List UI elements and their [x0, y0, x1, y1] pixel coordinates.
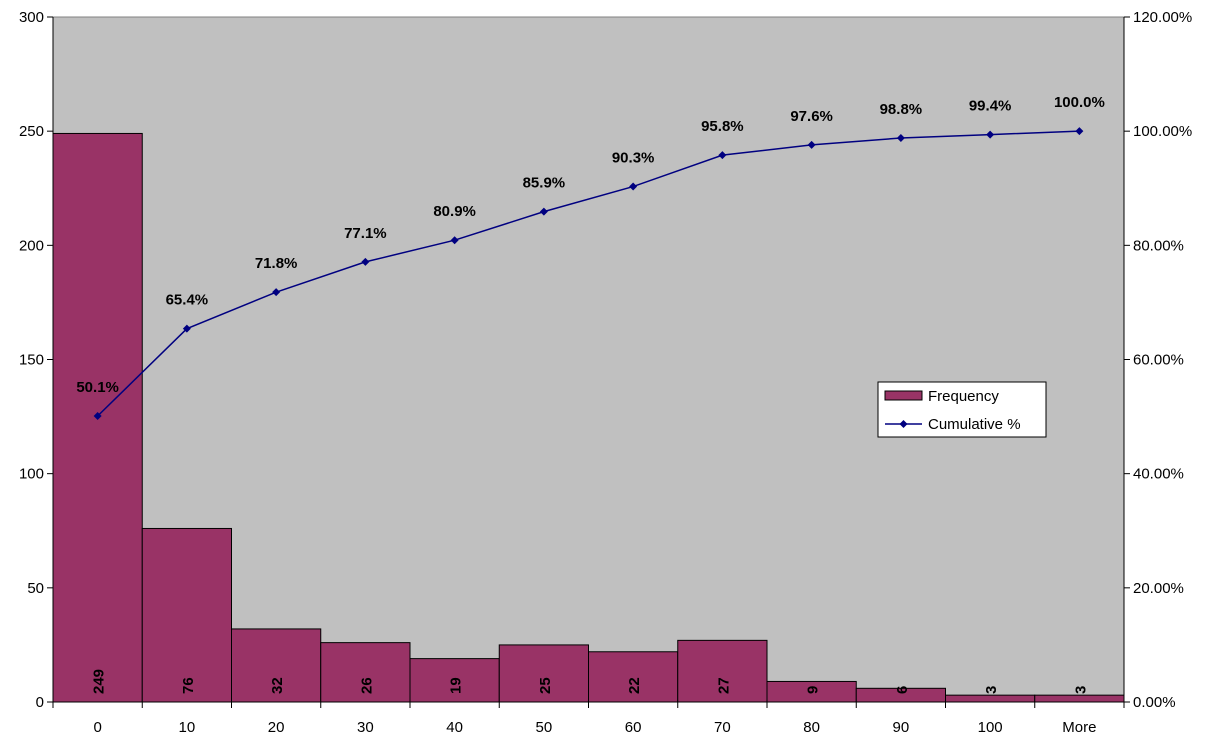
- cumulative-point: [718, 151, 727, 160]
- cumulative-point: [450, 236, 459, 245]
- cumulative-label: 71.8%: [255, 255, 298, 272]
- frequency-bar-label: 3: [1072, 686, 1089, 694]
- cumulative-point: [182, 324, 191, 333]
- legend-frequency-label: Frequency: [928, 388, 999, 405]
- x-axis-tick-label: 20: [268, 719, 285, 736]
- frequency-bar-label: 3: [983, 686, 1000, 694]
- frequency-bar-label: 26: [358, 677, 375, 694]
- right-axis-tick-label: 100.00%: [1133, 123, 1192, 140]
- cumulative-label: 100.0%: [1054, 94, 1105, 111]
- frequency-bar-label: 32: [269, 677, 286, 694]
- cumulative-point: [807, 140, 816, 149]
- frequency-bar-label: 19: [448, 677, 465, 694]
- x-axis-tick-label: 10: [179, 719, 196, 736]
- right-axis-tick-label: 40.00%: [1133, 466, 1184, 483]
- frequency-bar-label: 27: [715, 677, 732, 694]
- cumulative-point: [93, 412, 102, 421]
- cumulative-label: 50.1%: [76, 379, 119, 396]
- cumulative-label: 65.4%: [166, 292, 209, 309]
- legend: Frequency Cumulative %: [877, 381, 1047, 438]
- frequency-bar-label: 76: [180, 677, 197, 694]
- frequency-bar: [141, 527, 232, 703]
- frequency-bar: [1034, 694, 1125, 703]
- x-axis-tick-label: 80: [803, 719, 820, 736]
- cumulative-point: [361, 257, 370, 266]
- left-axis-tick-label: 0: [36, 694, 44, 711]
- cumulative-label: 80.9%: [433, 203, 476, 220]
- right-axis-tick-label: 60.00%: [1133, 352, 1184, 369]
- x-axis-tick-label: 30: [357, 719, 374, 736]
- cumulative-point: [986, 130, 995, 139]
- cumulative-label: 77.1%: [344, 225, 387, 242]
- left-axis-tick-label: 50: [27, 580, 44, 597]
- cumulative-point: [539, 207, 548, 216]
- frequency-bar-label: 25: [537, 677, 554, 694]
- cumulative-label: 99.4%: [969, 98, 1012, 115]
- legend-cumulative-label: Cumulative %: [928, 416, 1021, 433]
- frequency-bar: [588, 651, 679, 703]
- legend-cumulative-marker: [899, 420, 908, 428]
- x-axis-tick-label: 60: [625, 719, 642, 736]
- right-axis-tick-label: 80.00%: [1133, 237, 1184, 254]
- left-axis-tick-label: 150: [19, 352, 44, 369]
- x-axis-tick-label: 40: [446, 719, 463, 736]
- cumulative-point: [629, 182, 638, 191]
- x-axis-tick-label: 100: [978, 719, 1003, 736]
- cumulative-point: [1075, 127, 1084, 136]
- left-axis-tick-label: 100: [19, 466, 44, 483]
- frequency-bar-label: 9: [805, 686, 822, 694]
- frequency-bar-label: 6: [894, 686, 911, 694]
- x-axis-tick-label: 70: [714, 719, 731, 736]
- cumulative-label: 85.9%: [523, 175, 566, 192]
- legend-frequency-swatch: [884, 390, 923, 401]
- cumulative-label: 98.8%: [880, 101, 923, 118]
- frequency-bar: [231, 628, 322, 703]
- cumulative-point: [896, 134, 905, 143]
- x-axis-tick-label: 50: [536, 719, 553, 736]
- right-axis-tick-label: 0.00%: [1133, 694, 1176, 711]
- cumulative-line: [93, 127, 1084, 421]
- right-axis-tick-label: 20.00%: [1133, 580, 1184, 597]
- frequency-bar-labels: 249 76 32 26 19 25 22 27 9 6 3 3: [91, 669, 1090, 694]
- frequency-bar: [945, 694, 1036, 703]
- cumulative-point: [272, 288, 281, 297]
- axes: 0501001502002503000.00%20.00%40.00%60.00…: [19, 9, 1192, 736]
- left-axis-tick-label: 300: [19, 9, 44, 26]
- left-axis-tick-label: 200: [19, 237, 44, 254]
- cumulative-label: 97.6%: [790, 108, 833, 125]
- frequency-bar-label: 249: [91, 669, 108, 694]
- cumulative-label: 90.3%: [612, 150, 655, 167]
- cumulative-polyline: [97, 130, 1080, 417]
- x-axis-tick-label: 0: [93, 719, 101, 736]
- left-axis-tick-label: 250: [19, 123, 44, 140]
- x-axis-tick-label: 90: [893, 719, 910, 736]
- frequency-bar: [409, 658, 500, 703]
- x-axis-tick-label: More: [1062, 719, 1096, 736]
- right-axis-tick-label: 120.00%: [1133, 9, 1192, 26]
- frequency-bar-label: 22: [626, 677, 643, 694]
- cumulative-label: 95.8%: [701, 118, 744, 135]
- cumulative-labels: 50.1% 65.4% 71.8% 77.1% 80.9% 85.9% 90.3% 95.8%…: [76, 94, 1104, 396]
- frequency-bars: [52, 132, 1125, 703]
